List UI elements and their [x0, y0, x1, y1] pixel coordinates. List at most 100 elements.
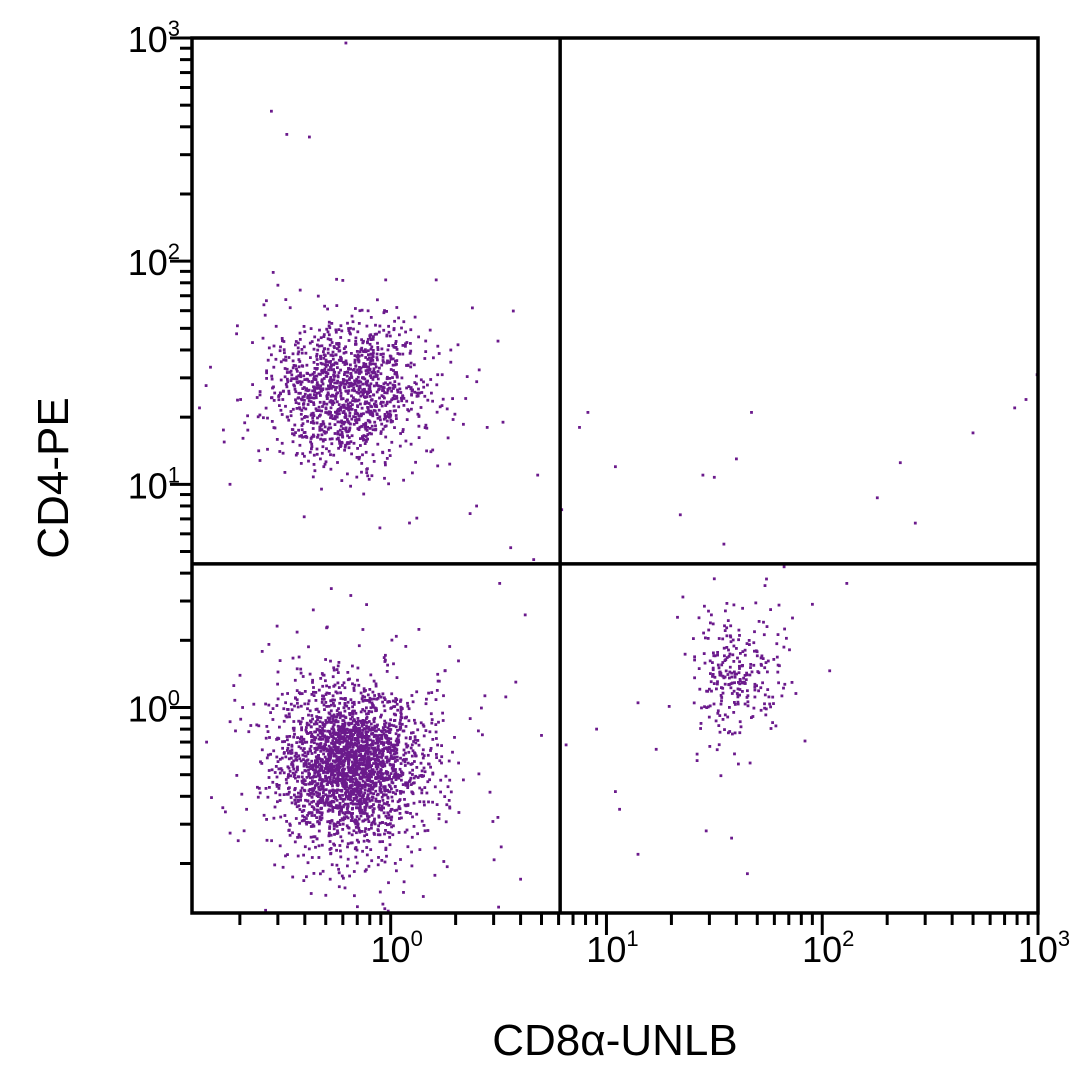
data-point [350, 819, 354, 822]
data-point [747, 639, 751, 642]
data-point [340, 725, 344, 728]
data-point [384, 734, 387, 738]
data-point [405, 386, 408, 390]
data-point [465, 375, 469, 378]
data-point [327, 756, 331, 760]
data-point [699, 727, 702, 730]
data-point [741, 690, 744, 693]
data-point [297, 396, 300, 400]
data-point [392, 662, 395, 666]
data-point [738, 634, 741, 637]
data-point [249, 724, 253, 727]
data-point [305, 822, 308, 826]
data-point [382, 806, 385, 810]
data-point [395, 395, 399, 398]
data-point [338, 439, 341, 443]
data-point [313, 738, 317, 741]
data-point [441, 397, 445, 401]
data-point [336, 731, 340, 735]
data-point [301, 742, 304, 746]
data-point [442, 860, 446, 863]
data-point [319, 749, 323, 753]
data-point [311, 789, 314, 793]
data-point [388, 400, 392, 404]
data-point [321, 388, 324, 391]
data-point [301, 771, 304, 775]
data-point [338, 389, 342, 393]
data-point [359, 380, 363, 384]
data-point [315, 452, 319, 456]
data-point [449, 360, 453, 364]
data-point [733, 703, 737, 706]
data-point [727, 648, 730, 652]
data-point [329, 732, 332, 736]
data-point [370, 823, 373, 827]
data-point [293, 840, 297, 844]
data-point [347, 707, 351, 710]
data-point [386, 909, 390, 913]
data-point [304, 728, 308, 732]
data-point [393, 769, 396, 772]
data-point [448, 806, 452, 810]
data-point [328, 730, 332, 734]
data-point [300, 740, 304, 743]
data-point [358, 425, 362, 429]
data-point [293, 788, 297, 792]
data-point [741, 650, 745, 653]
data-point [366, 406, 369, 409]
data-point [435, 689, 439, 692]
data-point [399, 698, 403, 702]
data-point [402, 790, 405, 794]
data-point [368, 799, 372, 803]
data-point [306, 389, 310, 393]
data-point [378, 324, 382, 328]
data-point [303, 845, 307, 849]
data-point [344, 737, 347, 741]
data-point [343, 797, 347, 801]
data-point [496, 339, 500, 343]
data-point [788, 648, 791, 652]
data-point [243, 421, 247, 425]
data-point [339, 359, 343, 362]
data-point [393, 862, 397, 865]
data-point [355, 742, 358, 746]
data-point [298, 821, 301, 825]
data-point [420, 788, 424, 792]
data-point [310, 795, 314, 799]
data-point [357, 414, 361, 418]
data-point [386, 663, 389, 667]
data-point [383, 709, 387, 713]
data-point [743, 648, 747, 652]
data-point [404, 810, 408, 814]
data-point [352, 703, 356, 706]
data-point [728, 652, 732, 656]
data-point [330, 782, 333, 786]
data-point [340, 430, 344, 434]
data-point [376, 416, 380, 420]
data-point [398, 725, 402, 729]
data-point [343, 420, 347, 424]
data-point [737, 671, 741, 675]
data-point [332, 723, 336, 726]
data-point [324, 360, 328, 364]
data-point [383, 789, 387, 793]
data-point [440, 755, 444, 759]
data-point [363, 402, 367, 406]
data-point [298, 360, 302, 363]
data-point [286, 776, 290, 779]
data-point [365, 778, 369, 782]
data-point [395, 375, 399, 379]
data-point [274, 765, 278, 768]
data-point [374, 684, 378, 688]
data-point [358, 781, 361, 785]
data-point [326, 739, 330, 743]
data-point [654, 747, 658, 751]
data-point [305, 730, 308, 734]
data-point [325, 783, 329, 786]
data-point [395, 348, 399, 351]
data-point [309, 791, 312, 795]
data-point [342, 378, 346, 382]
data-point [421, 756, 425, 760]
data-point [743, 702, 747, 706]
data-point [315, 727, 319, 731]
